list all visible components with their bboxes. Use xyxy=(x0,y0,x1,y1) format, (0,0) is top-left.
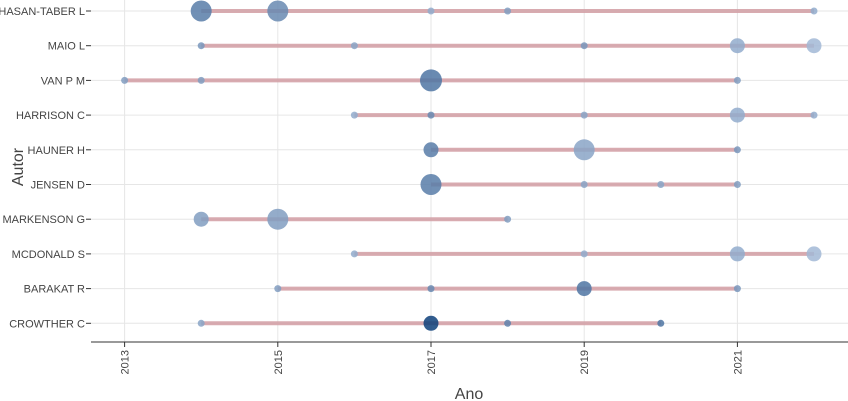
author-year-point[interactable]: JENSEN D 2020 xyxy=(657,181,665,188)
author-year-point[interactable]: HARRISON C 2022 xyxy=(810,111,818,119)
author-year-point[interactable]: HARRISON C 2017 xyxy=(427,111,435,119)
y-tick-label: VAN P M xyxy=(41,75,85,87)
author-year-point[interactable]: CROWTHER C 2017 xyxy=(423,315,439,331)
x-tick-label: 2013 xyxy=(120,350,132,374)
y-tick-labels: CHASAN-TABER L MAIO L VAN P M HARRISON C HAU… xyxy=(0,6,91,330)
author-year-point[interactable]: VAN P M 2021 xyxy=(733,76,741,84)
y-tick-label: MCDONALD S xyxy=(12,249,85,261)
author-year-point[interactable]: CHASAN-TABER L 2014 xyxy=(190,0,212,22)
y-tick-label: HARRISON C xyxy=(16,110,85,122)
y-axis-title: Autor xyxy=(10,147,27,186)
author-year-point[interactable]: HAUNER H 2017 xyxy=(423,142,439,158)
author-year-point[interactable]: MARKENSON G 2018 xyxy=(504,215,512,223)
author-year-point[interactable]: BARAKAT R 2015 xyxy=(274,285,282,293)
author-year-point[interactable]: VAN P M 2017 xyxy=(420,69,442,92)
author-year-point[interactable]: BARAKAT R 2017 xyxy=(427,285,435,293)
x-tick-label: 2019 xyxy=(579,350,591,374)
author-points: CHASAN-TABER L 2014 CHASAN-TABER L 2015 CH… xyxy=(121,0,822,331)
x-tick-label: 2021 xyxy=(732,350,744,374)
author-year-point[interactable]: HARRISON C 2021 xyxy=(729,107,745,123)
author-year-point[interactable]: CHASAN-TABER L 2017 xyxy=(427,7,435,15)
y-tick-label: BARAKAT R xyxy=(24,284,85,296)
x-tick-labels: 2013 2015 2017 2019 2021 xyxy=(120,342,744,374)
author-year-point[interactable]: JENSEN D 2017 xyxy=(420,174,442,195)
author-year-point[interactable]: JENSEN D 2019 xyxy=(580,181,588,188)
author-year-point[interactable]: CHASAN-TABER L 2015 xyxy=(267,0,289,22)
author-year-point[interactable]: HAUNER H 2021 xyxy=(733,146,741,154)
author-year-point[interactable]: CHASAN-TABER L 2022 xyxy=(810,7,818,15)
y-tick-label: MARKENSON G xyxy=(2,214,85,226)
author-year-point[interactable]: CROWTHER C 2020 xyxy=(657,319,665,327)
author-year-point[interactable]: MAIO L 2021 xyxy=(729,38,745,54)
author-year-point[interactable]: CHASAN-TABER L 2018 xyxy=(504,7,512,15)
y-tick-label: JENSEN D xyxy=(31,180,85,192)
y-tick-label: CHASAN-TABER L xyxy=(0,6,85,18)
author-year-point[interactable]: VAN P M 2014 xyxy=(197,76,205,84)
author-year-point[interactable]: MCDONALD S 2022 xyxy=(806,246,822,262)
author-year-point[interactable]: HARRISON C 2019 xyxy=(580,111,588,119)
author-year-point[interactable]: BARAKAT R 2019 xyxy=(576,281,592,297)
author-year-point[interactable]: MCDONALD S 2019 xyxy=(580,250,588,258)
y-tick-label: HAUNER H xyxy=(28,145,86,157)
author-year-point[interactable]: MAIO L 2016 xyxy=(350,42,358,50)
author-year-point[interactable]: MARKENSON G 2015 xyxy=(267,208,289,230)
author-year-point[interactable]: MCDONALD S 2021 xyxy=(729,246,745,262)
y-tick-label: MAIO L xyxy=(48,41,85,53)
y-tick-label: CROWTHER C xyxy=(9,318,85,330)
author-year-point[interactable]: CROWTHER C 2018 xyxy=(504,319,512,327)
author-year-point[interactable]: BARAKAT R 2021 xyxy=(733,285,741,293)
author-year-point[interactable]: MAIO L 2019 xyxy=(580,42,588,50)
author-year-point[interactable]: MARKENSON G 2014 xyxy=(193,211,209,227)
author-timelines xyxy=(124,9,814,326)
author-year-point[interactable]: MAIO L 2022 xyxy=(806,38,822,54)
author-year-point[interactable]: CROWTHER C 2014 xyxy=(197,319,205,327)
author-year-point[interactable]: MAIO L 2014 xyxy=(197,42,205,50)
author-year-point[interactable]: HARRISON C 2016 xyxy=(350,111,358,119)
author-year-point[interactable]: VAN P M 2013 xyxy=(121,76,129,84)
axes: Ano Autor xyxy=(10,147,848,401)
author-year-point[interactable]: HAUNER H 2019 xyxy=(573,139,595,161)
x-tick-label: 2015 xyxy=(273,350,285,374)
x-axis-title: Ano xyxy=(455,386,484,401)
author-year-point[interactable]: JENSEN D 2021 xyxy=(733,181,741,188)
x-tick-label: 2017 xyxy=(426,350,438,374)
author-year-point[interactable]: MCDONALD S 2016 xyxy=(350,250,358,258)
